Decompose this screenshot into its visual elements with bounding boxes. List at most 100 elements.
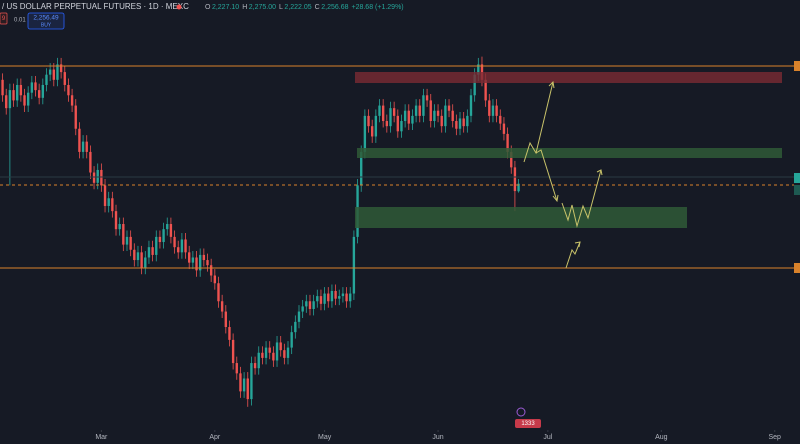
candle (422, 88, 425, 123)
candle (458, 112, 462, 136)
symbol-title: / US DOLLAR PERPETUAL FUTURES · 1D · MEX… (2, 2, 189, 11)
change: +28.68 (+1.29%) (351, 4, 403, 11)
candle-body (188, 252, 191, 263)
candle-body (169, 224, 173, 237)
candle (341, 287, 345, 303)
candle (447, 99, 451, 118)
candle (488, 93, 491, 123)
candle-body (510, 151, 513, 168)
candle-body (180, 239, 184, 253)
candle-body (491, 105, 495, 116)
candle (330, 284, 334, 308)
candle (63, 65, 66, 92)
candle (323, 287, 326, 311)
candle-body (26, 92, 30, 106)
candle-body (469, 95, 473, 116)
candle (327, 287, 330, 308)
candle-body (396, 115, 399, 132)
candle-body (378, 105, 381, 116)
candle (389, 101, 392, 133)
candle (114, 204, 118, 236)
candle-body (385, 121, 389, 127)
candle-body (440, 115, 443, 127)
candle-body (444, 105, 447, 127)
candle (162, 222, 165, 249)
candle-body (52, 69, 55, 80)
candle-body (407, 110, 410, 124)
event-icon[interactable] (516, 407, 526, 417)
candle (396, 109, 399, 138)
candle (374, 109, 378, 143)
candle-body (16, 84, 19, 101)
quantity[interactable]: 0.01 (14, 18, 26, 24)
candle (147, 240, 151, 264)
candle (433, 104, 436, 128)
candle (290, 325, 293, 355)
demand-zone (357, 148, 782, 158)
arrow-head (574, 241, 581, 248)
candle (103, 178, 107, 213)
candle-body (103, 185, 107, 206)
candle-body (301, 306, 304, 312)
status-dot (176, 4, 182, 10)
candle (195, 251, 198, 277)
candle (180, 233, 184, 259)
candle-body (67, 84, 70, 96)
candle (59, 57, 63, 79)
candle (400, 114, 403, 138)
candle (499, 109, 502, 131)
candle-body (418, 105, 421, 116)
buy-button[interactable] (27, 12, 65, 30)
candle (517, 178, 520, 193)
ohlc-value: 2,222.05 (284, 4, 311, 11)
candle (19, 78, 23, 102)
candle (177, 240, 180, 259)
candle (92, 166, 96, 190)
candle (111, 191, 114, 218)
candle (411, 109, 414, 131)
candle (107, 191, 110, 213)
sell-button[interactable] (0, 12, 8, 25)
candle (407, 104, 410, 131)
candle-body (414, 105, 418, 116)
candle (89, 145, 92, 179)
ohlc-value: 2,256.68 (321, 4, 348, 11)
candle-body (488, 100, 491, 116)
price-badge (794, 263, 800, 273)
candle (217, 276, 220, 308)
candle-body (462, 118, 465, 127)
candle (37, 83, 41, 105)
candle (436, 104, 440, 123)
candle (30, 75, 34, 100)
candle-body (305, 301, 308, 307)
candle (235, 356, 238, 380)
candle-body (279, 342, 282, 351)
candle (261, 346, 264, 365)
x-tick-label: May (318, 434, 332, 441)
event-badge[interactable] (515, 419, 541, 428)
candle (495, 99, 498, 123)
candle (275, 336, 279, 367)
candle (155, 230, 158, 262)
candle (1, 73, 4, 102)
candle-body (429, 100, 432, 122)
candle (429, 93, 432, 128)
candle-body (85, 141, 88, 152)
candle-body (283, 350, 286, 358)
candle (272, 346, 275, 367)
candle (151, 240, 154, 262)
arrow-head (596, 169, 603, 176)
candle (184, 233, 187, 259)
candle-body (389, 108, 392, 127)
candle-body (191, 257, 195, 263)
candle-body (133, 249, 136, 261)
candle-body (1, 79, 4, 96)
candle (169, 217, 173, 244)
candle-body (506, 133, 509, 152)
candle (308, 294, 312, 316)
ohlc-label: L (279, 4, 283, 11)
candle-body (363, 115, 367, 152)
price-badge (794, 173, 800, 183)
candle (491, 99, 495, 123)
candle-body (89, 151, 92, 173)
